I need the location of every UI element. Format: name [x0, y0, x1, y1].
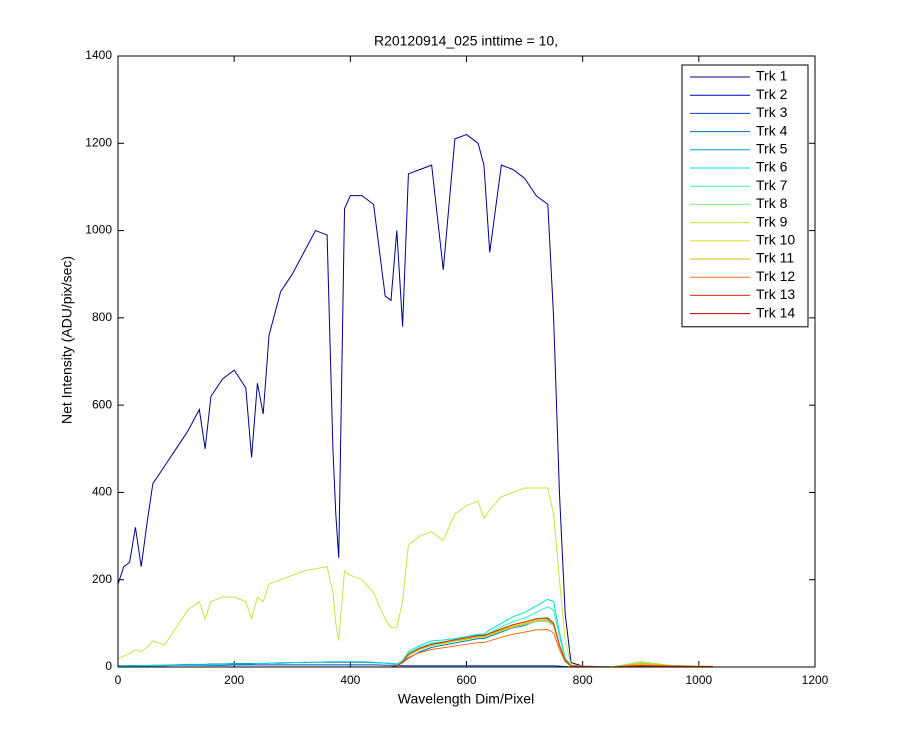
legend-label: Trk 13 — [756, 286, 795, 302]
y-axis-label: Net Intensity (ADU/pix/sec) — [59, 256, 75, 424]
series-line — [118, 598, 713, 668]
y-tick-label: 1200 — [85, 135, 112, 149]
legend-label: Trk 3 — [756, 104, 788, 120]
legend-label: Trk 2 — [756, 86, 788, 102]
x-axis-label: Wavelength Dim/Pixel — [398, 691, 534, 707]
y-tick-label: 0 — [105, 659, 112, 673]
x-tick-label: 800 — [573, 673, 593, 687]
y-tick-label: 1400 — [85, 48, 112, 62]
legend-label: Trk 6 — [756, 159, 788, 175]
legend-label: Trk 11 — [756, 250, 794, 266]
y-tick-label: 200 — [92, 572, 112, 586]
plot-frame — [117, 55, 816, 668]
legend-label: Trk 8 — [756, 195, 788, 211]
legend-label: Trk 5 — [756, 141, 788, 157]
legend: Trk 1 Trk 2 Trk 3 Trk 4 Trk 5 Trk 6 Trk 7 Trk 8… — [681, 64, 809, 328]
legend-box — [681, 64, 809, 328]
series-line — [117, 133, 713, 668]
chart-title: R20120914_025 inttime = 10, — [374, 33, 558, 49]
x-tick-label: 200 — [224, 673, 244, 687]
y-tick-label: 600 — [92, 397, 112, 411]
series-line — [117, 487, 713, 668]
legend-label: Trk 9 — [756, 213, 788, 229]
x-tick-label: 0 — [115, 673, 122, 687]
legend-label: Trk 4 — [756, 122, 788, 138]
y-tick-label: 400 — [92, 485, 112, 499]
x-tick-label: 600 — [456, 673, 476, 687]
legend-label: Trk 14 — [756, 304, 795, 320]
legend-label: Trk 7 — [756, 177, 788, 193]
legend-label: Trk 1 — [756, 68, 788, 84]
legend-label: Trk 12 — [756, 268, 795, 284]
y-tick-label: 800 — [92, 310, 112, 324]
x-tick-label: 1000 — [685, 673, 712, 687]
y-tick-label: 1000 — [85, 223, 112, 237]
x-tick-label: 1200 — [802, 673, 829, 687]
legend-label: Trk 10 — [756, 232, 795, 248]
x-tick-label: 400 — [340, 673, 360, 687]
